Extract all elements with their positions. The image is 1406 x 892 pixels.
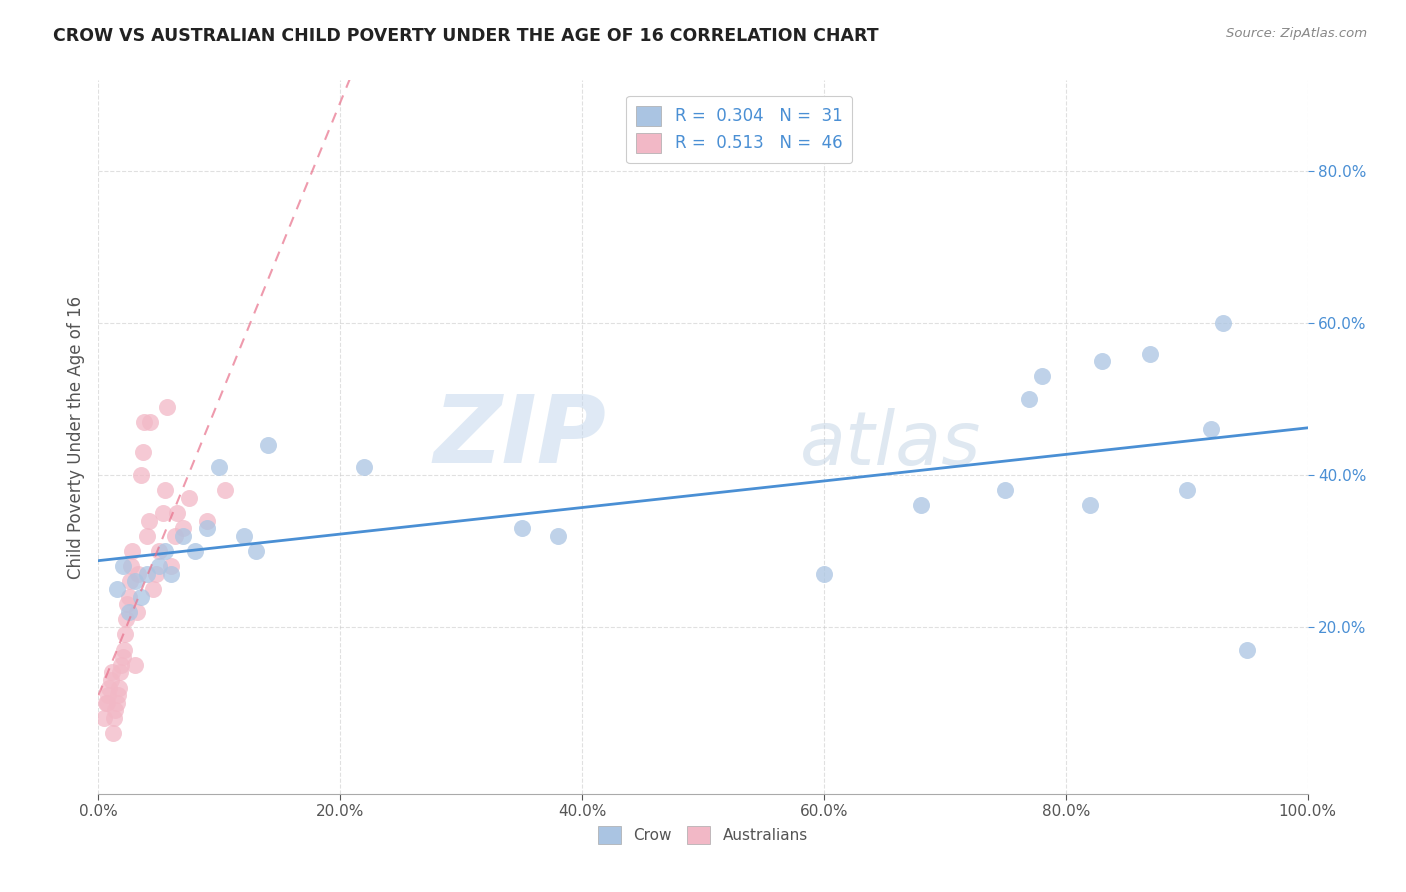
Point [1091,354,1114,368]
Point [256,438,278,452]
Point [163,529,186,543]
Point [121,544,143,558]
Point [115,612,138,626]
Point [110,657,132,672]
Point [105,696,128,710]
Point [132,445,155,459]
Point [160,566,183,581]
Point [108,681,131,695]
Point [245,544,267,558]
Point [1175,483,1198,498]
Point [142,582,165,596]
Point [129,468,152,483]
Point [148,559,170,574]
Point [353,460,375,475]
Point [138,514,160,528]
Point [1078,499,1101,513]
Point [148,544,170,558]
Point [105,582,128,596]
Point [156,400,179,414]
Point [160,559,183,574]
Point [127,605,149,619]
Point [127,566,149,581]
Point [195,521,218,535]
Point [114,627,136,641]
Point [153,544,176,558]
Point [118,590,141,604]
Text: ZIP: ZIP [433,391,606,483]
Point [1212,316,1234,330]
Point [179,491,201,505]
Point [96,696,118,710]
Point [1236,642,1258,657]
Point [994,483,1017,498]
Point [172,521,194,535]
Point [1031,369,1053,384]
Point [1139,346,1161,360]
Point [214,483,236,498]
Point [97,688,120,702]
Point [208,460,231,475]
Point [111,559,134,574]
Point [145,566,167,581]
Point [232,529,254,543]
Point [1199,422,1222,436]
Point [100,665,122,680]
Point [103,711,125,725]
Point [98,681,121,695]
Point [120,559,142,574]
Point [94,696,117,710]
Point [124,574,146,589]
Point [124,657,146,672]
Point [547,529,569,543]
Point [100,673,122,687]
Point [184,544,207,558]
Text: atlas: atlas [800,409,981,480]
Point [195,514,218,528]
Point [1018,392,1040,406]
Point [101,726,124,740]
Point [153,483,176,498]
Y-axis label: Child Poverty Under the Age of 16: Child Poverty Under the Age of 16 [66,295,84,579]
Point [118,574,141,589]
Point [108,665,131,680]
Point [104,703,127,717]
Text: CROW VS AUSTRALIAN CHILD POVERTY UNDER THE AGE OF 16 CORRELATION CHART: CROW VS AUSTRALIAN CHILD POVERTY UNDER T… [53,27,879,45]
Text: Source: ZipAtlas.com: Source: ZipAtlas.com [1226,27,1367,40]
Point [910,499,932,513]
Point [93,711,115,725]
Point [135,529,157,543]
Point [172,529,194,543]
Point [813,566,835,581]
Point [134,415,156,429]
Point [135,566,157,581]
Point [117,597,139,611]
Point [112,642,135,657]
Point [152,506,174,520]
Point [139,415,162,429]
Point [129,590,152,604]
Point [118,605,141,619]
Point [510,521,533,535]
Point [111,650,134,665]
Point [166,506,188,520]
Point [107,688,129,702]
Legend: Crow, Australians: Crow, Australians [592,820,814,850]
